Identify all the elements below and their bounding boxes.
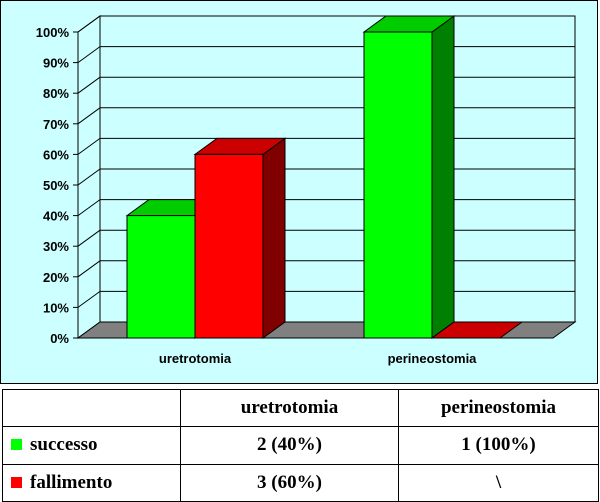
gridline-side [77, 76, 101, 94]
table-header-uretrotomia: uretrotomia [180, 388, 399, 428]
fallimento-legend-swatch [11, 476, 22, 488]
table-header-row: uretrotomia perineostomia [2, 388, 599, 428]
gridline-side [77, 107, 101, 125]
y-tick-label: 100% [36, 25, 70, 40]
bar-top-fallimento [430, 321, 524, 339]
bar-successo-perineostomia [363, 31, 433, 339]
x-tick-label: uretrotomia [159, 351, 232, 366]
gridline-side [77, 199, 101, 217]
y-tick-label: 50% [43, 178, 69, 193]
chart-panel: 0% 10% 20% 30% 40% 50% 60% 70% 80% 90% 100% uretrot… [0, 0, 598, 384]
y-tick-label: 30% [43, 239, 69, 254]
y-tick-label: 10% [43, 300, 69, 315]
y-tick-label: 0% [50, 331, 69, 346]
row-label-successo: successo [2, 426, 181, 465]
table-cell: 3 (60%) [180, 463, 399, 502]
bar-successo-uretrotomia [126, 215, 196, 339]
y-tick-label: 80% [43, 86, 69, 101]
gridline-side [77, 290, 101, 308]
gridline-side [77, 229, 101, 247]
x-tick-label: perineostomia [388, 351, 478, 366]
bar-side-fallimento [262, 137, 286, 339]
y-tick-label: 20% [43, 270, 69, 285]
gridline-side [77, 137, 101, 155]
bar-chart: 0% 10% 20% 30% 40% 50% 60% 70% 80% 90% 100% uretrot… [0, 0, 598, 384]
bar-side-successo [431, 15, 455, 339]
data-table: uretrotomia perineostomia successo 2 (40… [2, 388, 599, 502]
table-row-successo: successo 2 (40%) 1 (100%) [2, 426, 599, 465]
table-row-fallimento: fallimento 3 (60%) \ [2, 463, 599, 502]
successo-legend-swatch [11, 439, 22, 451]
y-tick-label: 70% [43, 117, 69, 132]
row-label-text: fallimento [30, 471, 113, 493]
y-tick-label: 60% [43, 147, 69, 162]
row-label-text: successo [30, 434, 98, 456]
gridline-side [77, 260, 101, 278]
table-header-corner [2, 388, 181, 428]
bar-fallimento-uretrotomia [194, 153, 264, 339]
gridline-side [77, 46, 101, 64]
row-label-fallimento: fallimento [2, 463, 181, 502]
table-cell: 1 (100%) [398, 426, 599, 465]
table-header-perineostomia: perineostomia [398, 388, 599, 428]
y-tick-label: 90% [43, 56, 69, 71]
gridline-side [77, 15, 101, 33]
gridline-side [77, 168, 101, 186]
y-tick-label: 40% [43, 209, 69, 224]
table-cell: \ [398, 463, 599, 502]
table-cell: 2 (40%) [180, 426, 399, 465]
